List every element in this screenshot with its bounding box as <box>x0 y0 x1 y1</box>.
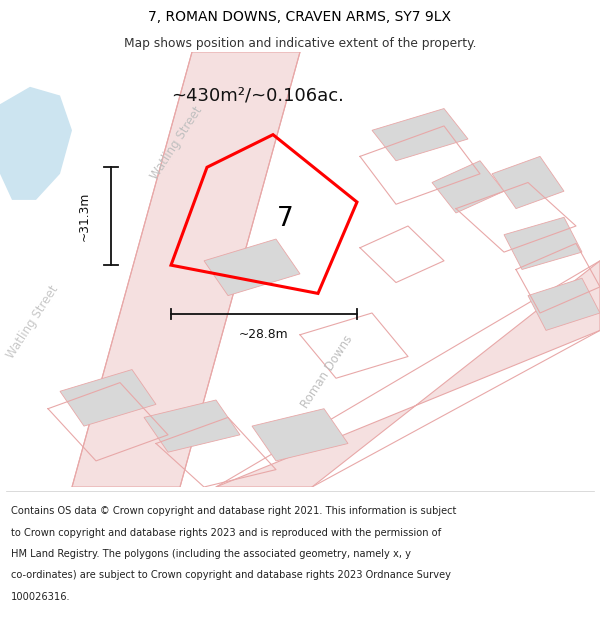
Polygon shape <box>504 217 582 269</box>
Polygon shape <box>216 261 600 487</box>
Text: 100026316.: 100026316. <box>11 592 70 602</box>
Text: ~28.8m: ~28.8m <box>239 328 289 341</box>
Text: 7: 7 <box>277 206 293 232</box>
Polygon shape <box>72 52 300 487</box>
Text: to Crown copyright and database rights 2023 and is reproduced with the permissio: to Crown copyright and database rights 2… <box>11 528 441 538</box>
Polygon shape <box>372 109 468 161</box>
Polygon shape <box>0 87 72 200</box>
Polygon shape <box>528 278 600 331</box>
Text: Contains OS data © Crown copyright and database right 2021. This information is : Contains OS data © Crown copyright and d… <box>11 506 456 516</box>
Text: Watling Street: Watling Street <box>5 282 61 361</box>
Text: Watling Street: Watling Street <box>149 104 205 182</box>
Polygon shape <box>60 369 156 426</box>
Text: ~430m²/~0.106ac.: ~430m²/~0.106ac. <box>172 87 344 105</box>
Text: Map shows position and indicative extent of the property.: Map shows position and indicative extent… <box>124 38 476 51</box>
Polygon shape <box>492 156 564 209</box>
Text: 7, ROMAN DOWNS, CRAVEN ARMS, SY7 9LX: 7, ROMAN DOWNS, CRAVEN ARMS, SY7 9LX <box>149 11 452 24</box>
Text: Roman Downs: Roman Downs <box>299 333 355 411</box>
Text: ~31.3m: ~31.3m <box>77 191 91 241</box>
Text: HM Land Registry. The polygons (including the associated geometry, namely x, y: HM Land Registry. The polygons (includin… <box>11 549 411 559</box>
Polygon shape <box>432 161 504 213</box>
Polygon shape <box>252 409 348 461</box>
Text: co-ordinates) are subject to Crown copyright and database rights 2023 Ordnance S: co-ordinates) are subject to Crown copyr… <box>11 571 451 581</box>
Polygon shape <box>144 400 240 452</box>
Polygon shape <box>204 239 300 296</box>
